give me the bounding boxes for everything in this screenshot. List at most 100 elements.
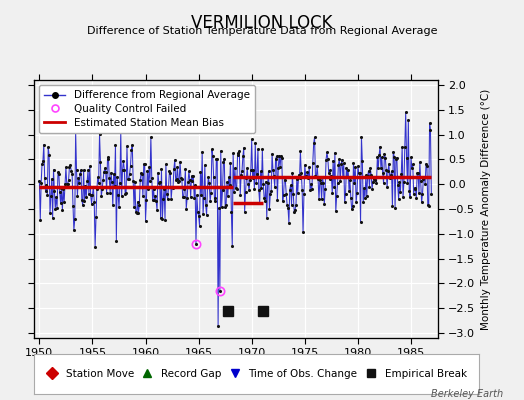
Point: [278, 198, 287, 204]
Point: [150, 197, 159, 203]
Point: [250, 185, 258, 192]
Point: [247, 167, 255, 173]
Point: [280, 174, 289, 180]
Point: [60, 198, 68, 205]
Point: [209, 152, 217, 159]
Point: [376, 143, 384, 150]
Point: [302, 174, 311, 180]
Point: [244, 181, 253, 188]
Point: [342, 165, 351, 171]
Point: [215, 205, 223, 211]
Point: [88, 200, 96, 207]
Point: [385, 161, 393, 167]
Point: [158, 216, 167, 223]
Point: [412, 194, 420, 201]
Point: [58, 207, 67, 213]
Point: [226, 160, 235, 166]
Point: [264, 180, 272, 186]
Point: [187, 193, 195, 200]
Point: [427, 191, 435, 197]
Point: [356, 218, 365, 225]
Point: [177, 174, 185, 181]
Point: [141, 218, 150, 224]
Point: [273, 196, 281, 203]
Point: [222, 202, 230, 208]
Point: [402, 155, 411, 162]
Point: [220, 156, 228, 162]
Point: [54, 170, 63, 177]
Point: [387, 168, 396, 174]
Point: [249, 167, 258, 173]
Point: [340, 160, 348, 167]
Point: [389, 149, 398, 155]
Point: [353, 189, 361, 196]
Point: [219, 187, 227, 193]
Point: [287, 202, 296, 208]
Point: [119, 158, 128, 164]
Point: [180, 185, 189, 192]
Point: [63, 181, 72, 187]
Point: [96, 159, 105, 165]
Point: [107, 170, 115, 176]
Point: [255, 187, 263, 193]
Point: [95, 131, 104, 137]
Point: [311, 173, 320, 179]
Point: [129, 178, 137, 184]
Point: [140, 161, 149, 167]
Point: [324, 169, 333, 176]
Point: [112, 238, 121, 244]
Point: [227, 209, 236, 215]
Point: [48, 176, 56, 182]
Point: [347, 195, 355, 201]
Point: [423, 162, 431, 169]
Point: [364, 168, 373, 174]
Point: [70, 227, 78, 233]
Point: [391, 205, 399, 212]
Text: VERMILION LOCK: VERMILION LOCK: [191, 14, 333, 32]
Point: [265, 206, 274, 212]
Point: [320, 201, 329, 208]
Point: [80, 198, 89, 204]
Point: [170, 166, 178, 172]
Y-axis label: Monthly Temperature Anomaly Difference (°C): Monthly Temperature Anomaly Difference (…: [481, 88, 490, 330]
Point: [113, 174, 122, 180]
Point: [111, 141, 119, 148]
Point: [421, 181, 429, 187]
Point: [228, 243, 236, 250]
Point: [88, 192, 96, 198]
Point: [40, 141, 48, 148]
Point: [351, 164, 359, 171]
Point: [172, 176, 181, 182]
Point: [296, 148, 304, 154]
Point: [178, 176, 186, 182]
Point: [290, 209, 298, 216]
Point: [224, 174, 233, 180]
Point: [359, 199, 367, 206]
Point: [48, 215, 57, 222]
Point: [43, 191, 51, 198]
Point: [71, 128, 80, 134]
Point: [352, 199, 361, 205]
Point: [148, 197, 157, 204]
Point: [90, 198, 99, 205]
Point: [40, 175, 49, 182]
Point: [67, 167, 75, 174]
Point: [382, 167, 390, 173]
Point: [200, 195, 208, 201]
Point: [156, 214, 165, 221]
Point: [179, 194, 188, 200]
Point: [114, 192, 122, 198]
Point: [411, 185, 420, 192]
Point: [354, 163, 362, 169]
Point: [93, 186, 101, 192]
Point: [130, 204, 138, 210]
Point: [163, 196, 172, 203]
Point: [121, 191, 129, 197]
Point: [333, 192, 341, 199]
Point: [238, 168, 246, 174]
Point: [256, 200, 264, 206]
Point: [386, 175, 394, 181]
Point: [418, 191, 427, 197]
Point: [313, 163, 321, 170]
Point: [111, 182, 119, 189]
